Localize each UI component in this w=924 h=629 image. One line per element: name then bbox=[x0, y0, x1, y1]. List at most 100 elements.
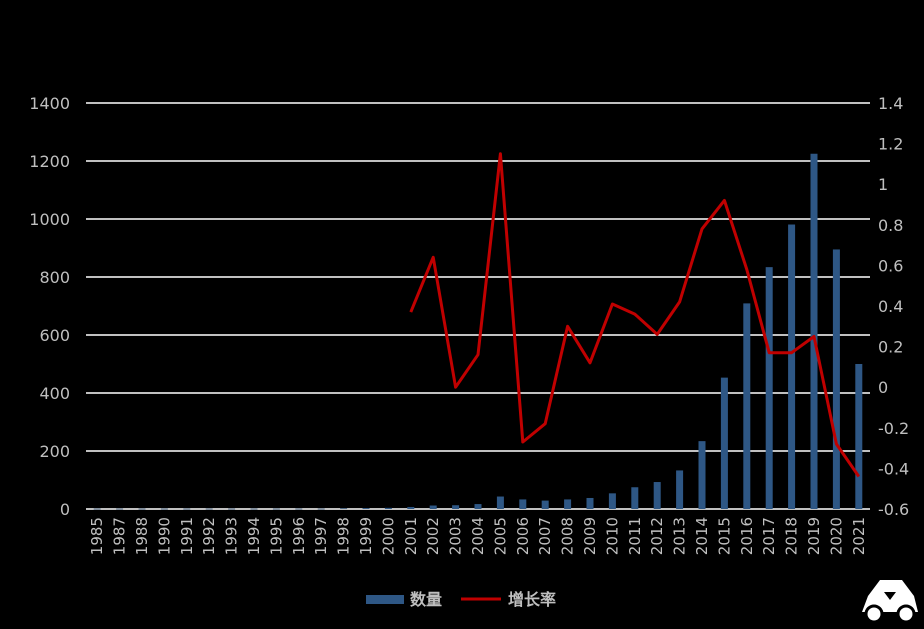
bar bbox=[295, 508, 303, 510]
y-right-tick: 1.2 bbox=[878, 135, 903, 154]
bar bbox=[832, 249, 840, 509]
x-tick: 1999 bbox=[357, 517, 375, 555]
y-left-tick: 200 bbox=[39, 442, 70, 461]
x-tick: 2017 bbox=[760, 517, 778, 555]
y-right-tick: -0.2 bbox=[878, 419, 909, 438]
x-tick: 2006 bbox=[514, 517, 532, 555]
bar bbox=[250, 508, 258, 510]
x-tick: 2019 bbox=[805, 517, 823, 555]
bar bbox=[653, 482, 661, 509]
bar bbox=[586, 497, 594, 509]
x-tick: 1997 bbox=[312, 517, 330, 555]
y-left-tick: 0 bbox=[60, 500, 70, 519]
legend: 数量 增长率 bbox=[366, 590, 556, 609]
grid bbox=[86, 102, 870, 510]
bar bbox=[340, 508, 348, 510]
bar bbox=[317, 508, 325, 510]
bar bbox=[496, 496, 504, 509]
y-right-tick: 0.8 bbox=[878, 216, 903, 235]
x-tick: 2013 bbox=[671, 517, 689, 555]
x-tick: 1998 bbox=[335, 517, 353, 555]
x-tick: 2005 bbox=[491, 517, 509, 555]
bar bbox=[160, 508, 168, 510]
bar bbox=[272, 508, 280, 510]
bar bbox=[698, 441, 706, 509]
bar bbox=[429, 505, 437, 509]
car-icon bbox=[862, 580, 918, 624]
y-left-tick: 600 bbox=[39, 326, 70, 345]
legend-swatch-bar bbox=[366, 595, 404, 604]
x-tick: 2018 bbox=[783, 517, 801, 555]
x-tick: 2007 bbox=[536, 517, 554, 555]
y-left-tick: 1200 bbox=[29, 152, 70, 171]
y-right-tick: 1.4 bbox=[878, 94, 903, 113]
x-tick: 1985 bbox=[88, 517, 106, 555]
x-tick: 1995 bbox=[267, 517, 285, 555]
bar bbox=[116, 508, 124, 510]
x-tick: 1987 bbox=[111, 517, 129, 555]
y-right-tick: 0.4 bbox=[878, 297, 903, 316]
y-axis-left: 0 200 400 600 800 1000 1200 1400 bbox=[29, 94, 70, 519]
bar bbox=[138, 508, 146, 510]
bar bbox=[93, 508, 101, 510]
bar bbox=[608, 493, 616, 509]
bar bbox=[855, 364, 863, 509]
y-left-tick: 1400 bbox=[29, 94, 70, 113]
x-tick: 2002 bbox=[424, 517, 442, 555]
x-tick: 2004 bbox=[469, 517, 487, 555]
bar bbox=[474, 504, 482, 509]
bar bbox=[205, 508, 213, 510]
x-tick: 2020 bbox=[827, 517, 845, 555]
y-right-tick: 0.6 bbox=[878, 256, 903, 275]
y-left-tick: 800 bbox=[39, 268, 70, 287]
bar bbox=[631, 487, 639, 509]
bar bbox=[541, 500, 549, 509]
y-right-tick: 0 bbox=[878, 378, 888, 397]
x-tick: 2010 bbox=[603, 517, 621, 555]
bar bbox=[810, 153, 818, 509]
bar bbox=[720, 377, 728, 509]
bar bbox=[183, 508, 191, 510]
x-tick: 2003 bbox=[447, 517, 465, 555]
bar bbox=[519, 499, 527, 509]
x-tick: 1996 bbox=[290, 517, 308, 555]
line-series bbox=[409, 152, 861, 478]
x-axis: 1985 1987 1988 1990 1991 1992 1993 1994 1995 1996… bbox=[88, 517, 868, 555]
y-right-tick: 1 bbox=[878, 175, 888, 194]
x-tick: 1992 bbox=[200, 517, 218, 555]
bar-series bbox=[93, 153, 863, 510]
bar bbox=[407, 506, 415, 509]
bar bbox=[743, 303, 751, 509]
x-tick: 2014 bbox=[693, 517, 711, 555]
y-right-tick: -0.4 bbox=[878, 459, 909, 478]
x-tick: 2011 bbox=[626, 517, 644, 555]
bar bbox=[564, 499, 572, 509]
bar bbox=[228, 508, 236, 510]
y-left-tick: 1000 bbox=[29, 210, 70, 229]
bar bbox=[765, 267, 773, 509]
y-left-tick: 400 bbox=[39, 384, 70, 403]
x-tick: 1990 bbox=[155, 517, 173, 555]
y-right-tick: 0.2 bbox=[878, 338, 903, 357]
x-tick: 1994 bbox=[245, 517, 263, 555]
legend-label-line: 增长率 bbox=[508, 590, 556, 609]
x-tick: 2021 bbox=[850, 517, 868, 555]
bar bbox=[362, 508, 370, 509]
x-tick: 1991 bbox=[178, 517, 196, 555]
bar bbox=[384, 507, 392, 509]
x-tick: 2012 bbox=[648, 517, 666, 555]
x-tick: 2016 bbox=[738, 517, 756, 555]
x-tick: 1988 bbox=[133, 517, 151, 555]
bar bbox=[452, 505, 460, 509]
x-tick: 2015 bbox=[715, 517, 733, 555]
x-tick: 1993 bbox=[223, 517, 241, 555]
legend-label-bar: 数量 bbox=[410, 590, 442, 609]
x-tick: 2009 bbox=[581, 517, 599, 555]
y-right-tick: -0.6 bbox=[878, 500, 909, 519]
bar bbox=[676, 470, 684, 509]
x-tick: 2008 bbox=[559, 517, 577, 555]
x-tick: 2000 bbox=[379, 517, 397, 555]
bar bbox=[788, 224, 796, 509]
y-axis-right: -0.6 -0.4 -0.2 0 0.2 0.4 0.6 0.8 1 1.2 1.4 bbox=[878, 94, 909, 519]
